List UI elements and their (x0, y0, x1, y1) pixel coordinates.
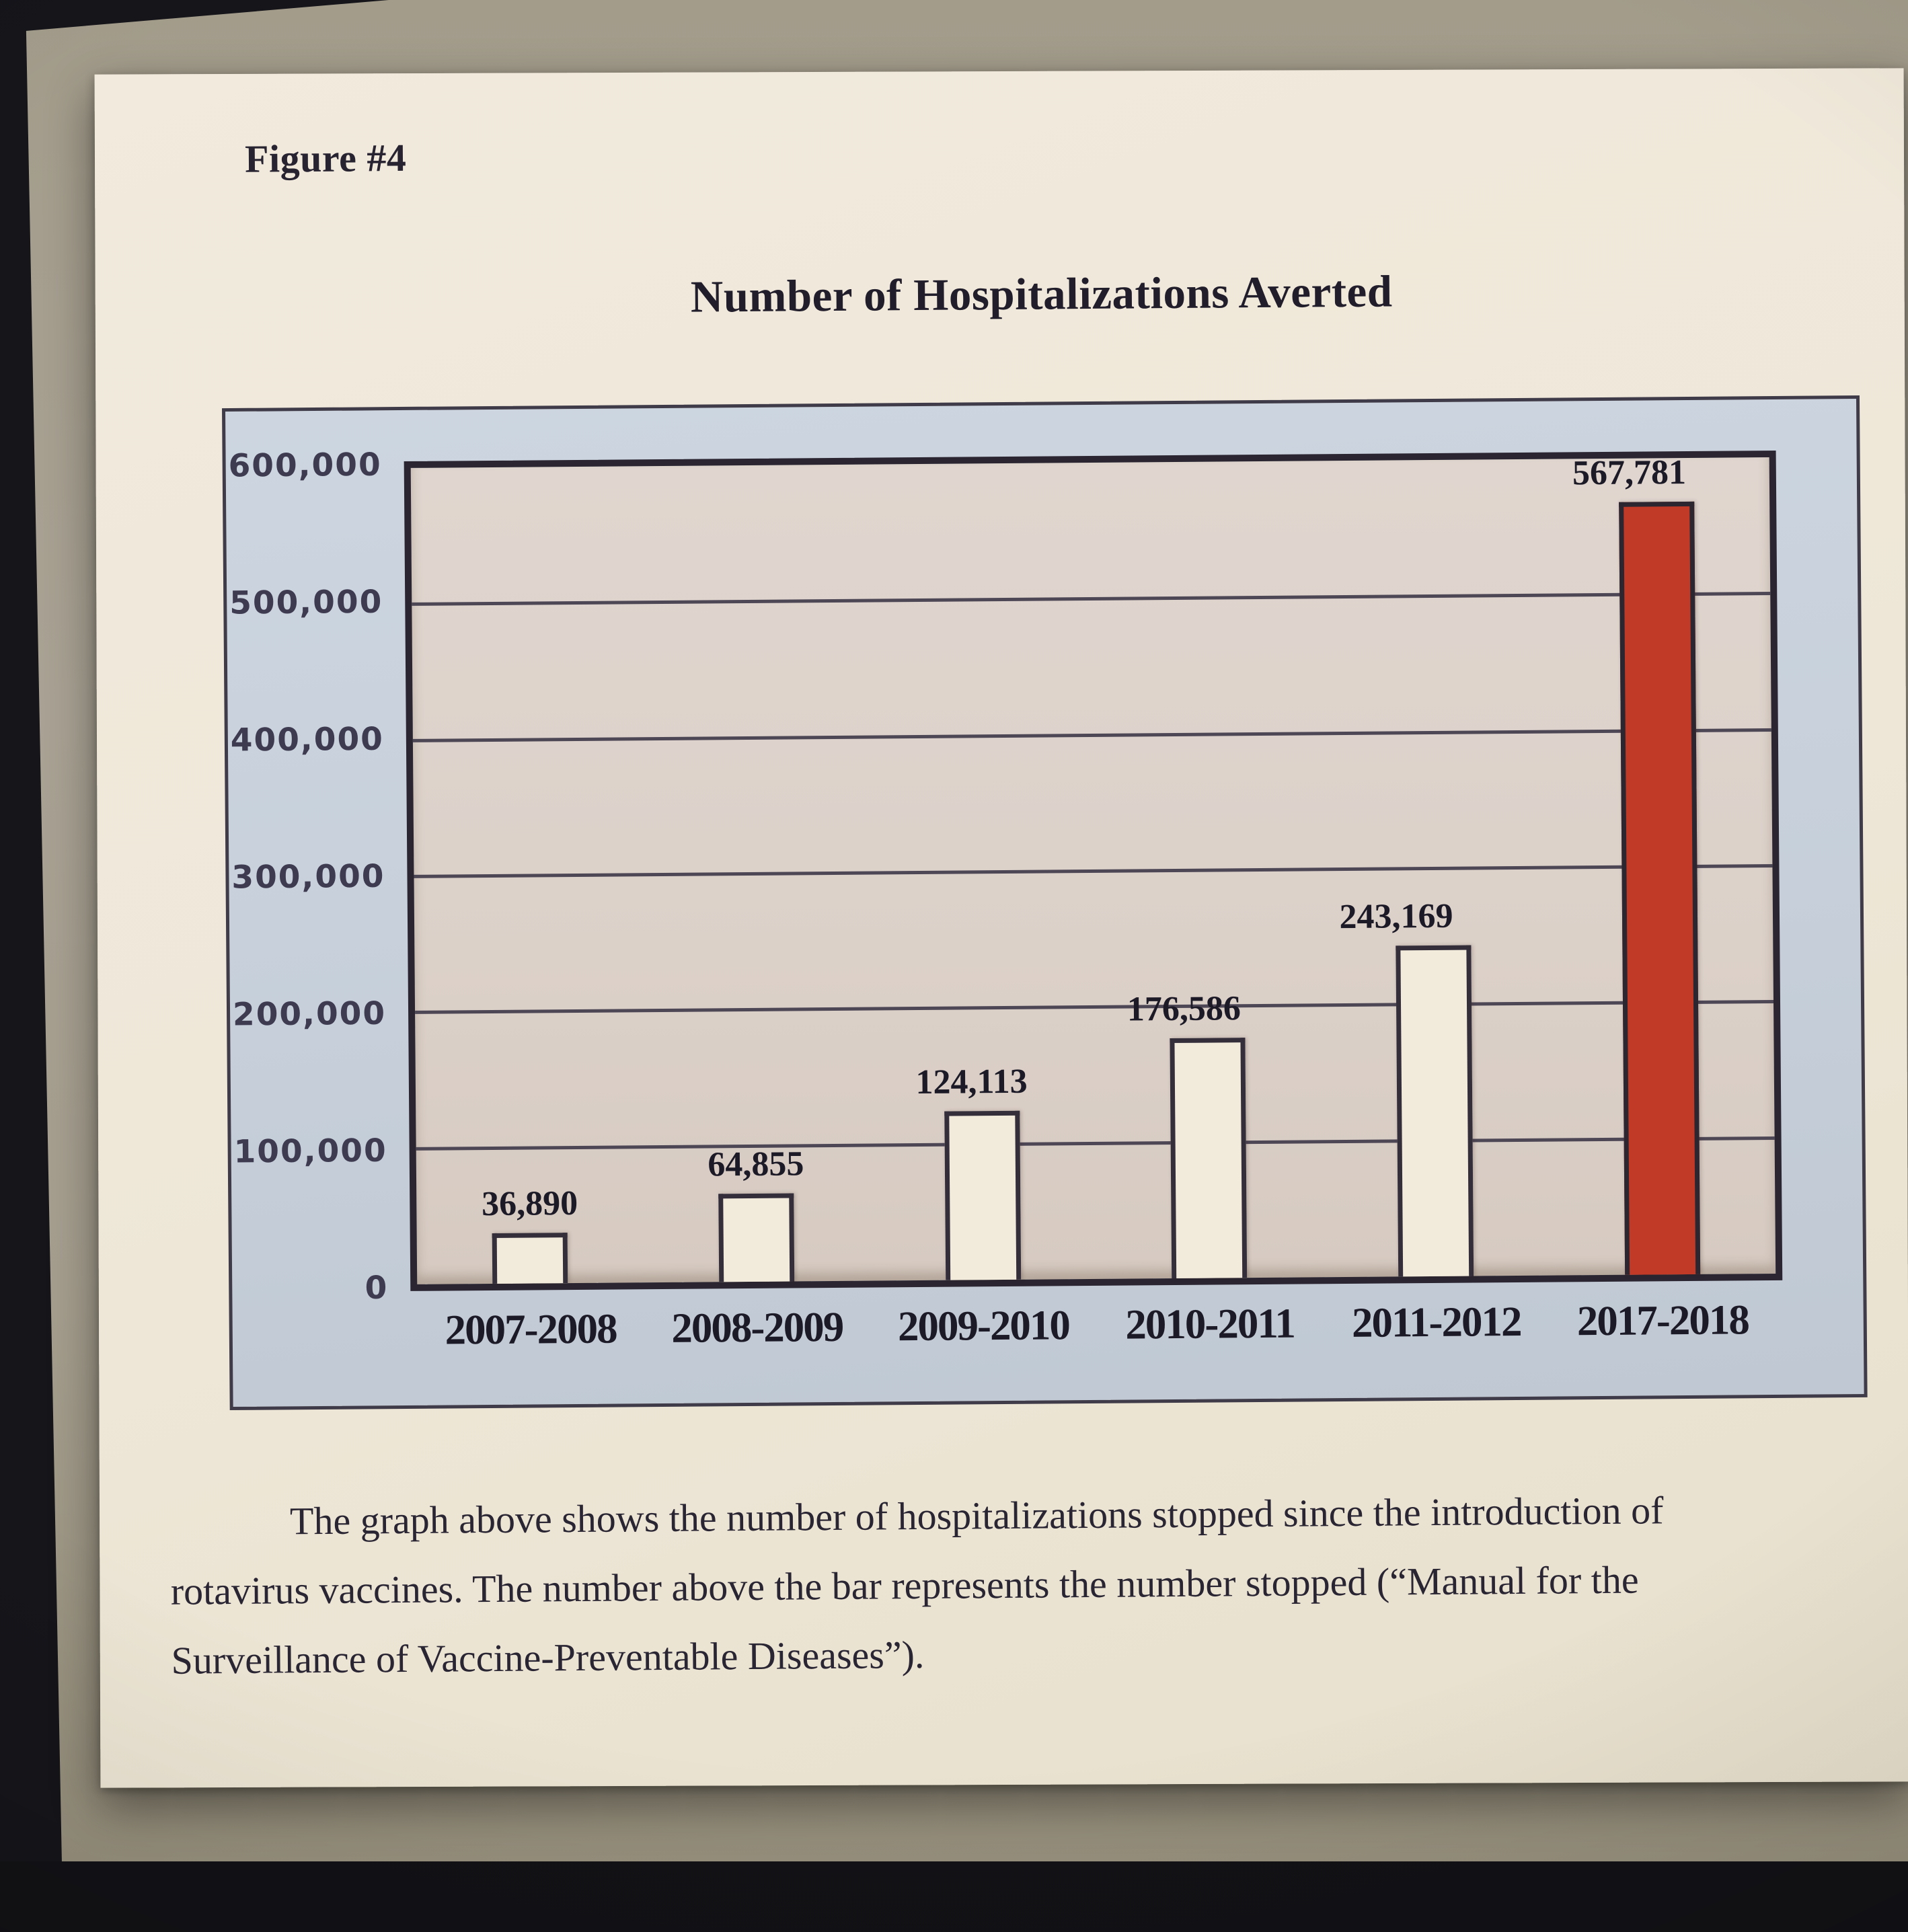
caption-line: Surveillance of Vaccine-Preventable Dise… (171, 1632, 925, 1683)
gridline (414, 864, 1773, 878)
bar-value-label: 64,855 (708, 1145, 804, 1184)
bar-2008-2009 (718, 1193, 795, 1282)
caption-line: The graph above shows the number of hosp… (289, 1488, 1664, 1543)
bar-2009-2010 (944, 1110, 1021, 1280)
bar-value-label: 567,781 (1572, 453, 1687, 493)
x-axis: 2007-2008 2008-2009 2009-2010 2010-2011 2011… (417, 1295, 1776, 1366)
plot-area: 36,890 64,855 124,113 176,586 243,169 567,781 (404, 450, 1783, 1291)
bar-value-label: 243,169 (1339, 896, 1453, 937)
paper-sheet: Figure #4 Number of Hospitalizations Ave… (94, 68, 1908, 1788)
chart-title: Number of Hospitalizations Averted (690, 266, 1393, 322)
x-axis-label: 2010-2011 (1125, 1299, 1295, 1348)
gridline (416, 1136, 1775, 1151)
bar-chart: 600,000 500,000 400,000 300,000 200,000 100,0… (222, 395, 1868, 1411)
y-axis-tick-label: 200,000 (232, 995, 387, 1034)
y-axis-tick-label: 100,000 (233, 1132, 387, 1171)
y-axis-tick-label: 500,000 (229, 583, 383, 622)
y-axis: 600,000 500,000 400,000 300,000 200,000 100,0… (225, 410, 395, 1407)
y-axis-tick-label: 600,000 (228, 446, 382, 485)
photo-edge-bottom (0, 1861, 1908, 1932)
figure-caption: The graph above shows the number of hosp… (170, 1474, 1833, 1695)
x-axis-label: 2008-2009 (671, 1303, 843, 1352)
y-axis-tick-label: 400,000 (230, 720, 385, 759)
y-axis-tick-label: 300,000 (231, 857, 385, 896)
figure-label: Figure #4 (244, 135, 407, 181)
x-axis-label: 2009-2010 (897, 1301, 1070, 1350)
gridline (412, 592, 1771, 607)
y-axis-tick-label: 0 (365, 1269, 389, 1307)
bar-2017-2018 (1618, 502, 1700, 1275)
x-axis-label: 2007-2008 (445, 1305, 617, 1354)
bar-2007-2008 (492, 1233, 568, 1284)
bar-value-label: 124,113 (915, 1062, 1028, 1102)
gridline (415, 1000, 1774, 1015)
bar-2011-2012 (1396, 945, 1474, 1277)
gridline (412, 728, 1771, 742)
caption-line: rotavirus vaccines. The number above the… (170, 1557, 1639, 1613)
page-content: Figure #4 Number of Hospitalizations Ave… (91, 64, 1908, 1791)
bar-value-label: 176,586 (1127, 989, 1242, 1029)
x-axis-label: 2017-2018 (1576, 1296, 1749, 1345)
bar-value-label: 36,890 (481, 1184, 578, 1224)
bar-2010-2011 (1170, 1037, 1248, 1279)
x-axis-label: 2011-2012 (1351, 1297, 1521, 1346)
